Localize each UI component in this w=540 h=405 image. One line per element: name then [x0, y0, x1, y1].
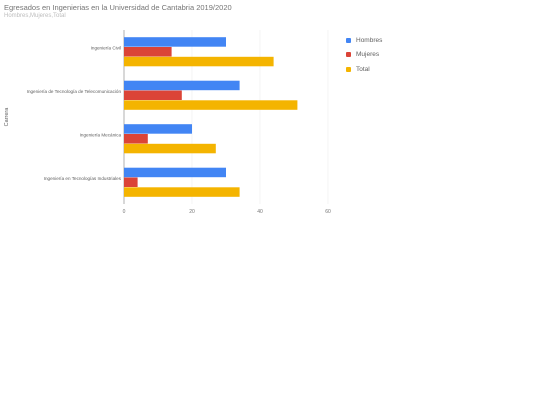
chart-subtitle: Hombres,Mujeres,Total: [4, 13, 66, 19]
legend-swatch: [346, 52, 351, 58]
x-tick-label: 0: [123, 209, 126, 215]
legend-swatch: [346, 66, 351, 72]
bar-mujeres: [124, 90, 182, 100]
legend-item: Total: [346, 62, 382, 77]
chart-title: Egresados en Ingenierias en la Universid…: [4, 3, 232, 12]
legend-item: Mujeres: [346, 48, 382, 63]
y-axis-label: Carrera: [4, 107, 10, 127]
category-label: Ingeniería Mecánica: [80, 132, 122, 137]
bar-hombres: [124, 167, 226, 178]
bar-hombres: [124, 124, 192, 134]
legend-label: Hombres: [356, 36, 383, 44]
bar-total: [124, 100, 298, 110]
bar-total: [124, 143, 216, 154]
chart-legend: Hombres Mujeres Total: [346, 33, 382, 77]
legend-swatch: [346, 37, 351, 43]
legend-label: Mujeres: [356, 51, 380, 59]
x-tick-label: 20: [189, 209, 195, 215]
bar-total: [124, 56, 274, 67]
bar-hombres: [124, 37, 226, 47]
category-label: Ingeniería en Tecnologías Industriales: [44, 176, 122, 181]
legend-item: Hombres: [346, 33, 382, 48]
category-label: Ingeniería de Tecnología de Telecomunica…: [27, 89, 122, 94]
x-tick-label: 60: [325, 209, 331, 215]
bar-mujeres: [124, 47, 172, 57]
bar-mujeres: [124, 177, 138, 187]
bar-total: [124, 187, 240, 197]
x-tick-label: 40: [257, 209, 263, 215]
bar-mujeres: [124, 134, 148, 144]
bar-hombres: [124, 80, 240, 91]
legend-label: Total: [356, 65, 370, 73]
category-label: Ingeniería Civil: [91, 45, 121, 50]
